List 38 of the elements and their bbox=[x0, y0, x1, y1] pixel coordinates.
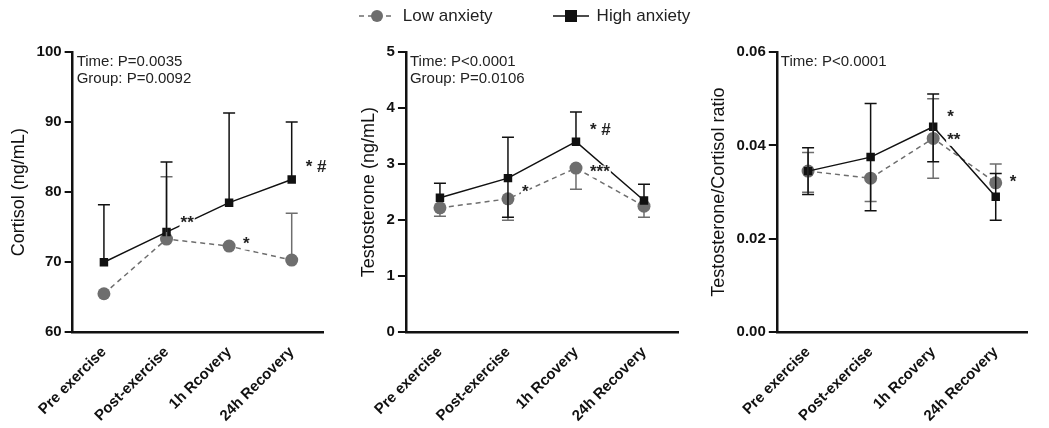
y-tick-label: 0 bbox=[386, 322, 395, 340]
annotation: Time: P<0.0001 bbox=[780, 51, 887, 69]
annotation: Time: P<0.0001 bbox=[409, 51, 516, 69]
annotation: Group: P=0.0092 bbox=[76, 68, 192, 86]
y-tick-label: 60 bbox=[44, 322, 62, 340]
annotation: ** bbox=[947, 130, 961, 150]
annotation: * bbox=[1009, 172, 1017, 192]
y-tick-label: 1 bbox=[386, 266, 395, 284]
annotation: * bbox=[243, 234, 251, 254]
y-tick-label: 0.02 bbox=[736, 229, 766, 246]
annotation: ** bbox=[180, 213, 195, 233]
y-tick-label: 0.00 bbox=[736, 322, 766, 340]
y-tick-label: 4 bbox=[386, 98, 396, 116]
y-tick-label: 80 bbox=[44, 182, 62, 200]
annotation: *** bbox=[589, 162, 611, 182]
y-axis-title: Cortisol (ng/mL) bbox=[7, 128, 28, 257]
y-tick-label: 100 bbox=[36, 42, 62, 60]
y-tick-label: 0.06 bbox=[736, 42, 766, 60]
point bbox=[285, 253, 299, 267]
annotation: * bbox=[521, 181, 529, 201]
annotation: * # bbox=[305, 157, 328, 177]
point bbox=[222, 239, 236, 253]
y-tick-label: 2 bbox=[386, 210, 395, 228]
y-axis-title: Testosterone (ng/mL) bbox=[357, 107, 378, 278]
annotation: * bbox=[947, 107, 955, 127]
y-tick-label: 90 bbox=[44, 112, 62, 130]
y-tick-label: 3 bbox=[386, 154, 395, 172]
annotation: Time: P=0.0035 bbox=[76, 51, 183, 69]
y-axis-title: Testosterone/Cortisol ratio bbox=[707, 87, 728, 297]
legend-label: Low anxiety bbox=[402, 6, 493, 26]
point bbox=[97, 287, 111, 301]
annotation: Group: P=0.0106 bbox=[409, 68, 525, 86]
legend-label: High anxiety bbox=[596, 6, 691, 26]
annotation: * # bbox=[589, 120, 612, 140]
point bbox=[287, 175, 296, 184]
y-tick-label: 0.04 bbox=[736, 135, 767, 153]
y-tick-label: 70 bbox=[44, 252, 62, 270]
y-tick-label: 5 bbox=[386, 42, 395, 60]
